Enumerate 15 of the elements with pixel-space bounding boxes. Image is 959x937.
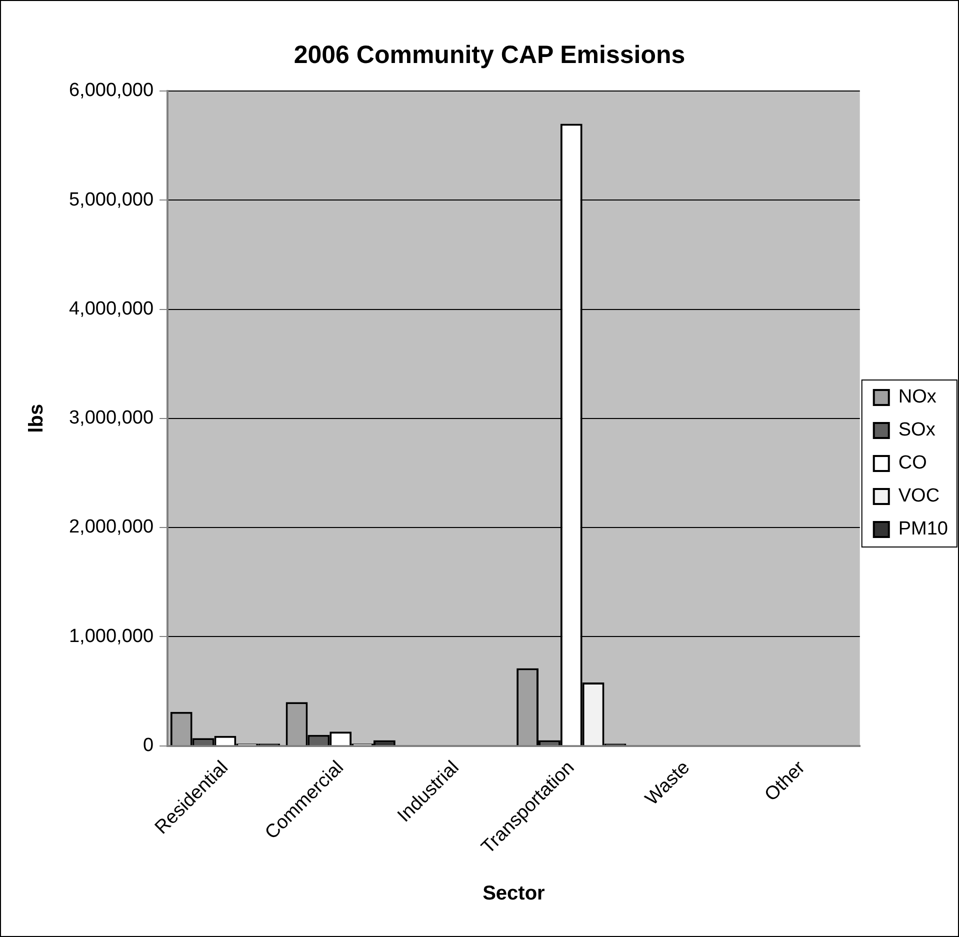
y-tick-label: 4,000,000 [68,298,154,320]
chart-title: 2006 Community CAP Emissions [294,40,686,69]
y-tick-label: 6,000,000 [68,80,154,102]
y-axis-title: lbs [26,404,48,433]
y-tick-label: 0 [142,734,154,756]
legend-label: PM10 [898,518,948,540]
y-tick-label: 1,000,000 [68,626,154,647]
legend-label: CO [898,452,927,474]
legend-label: NOx [898,386,937,408]
x-axis-title: Sector [482,882,546,905]
legend-label: VOC [898,486,940,507]
legend-label: SOx [898,420,936,441]
y-tick-label: 5,000,000 [68,189,154,210]
y-tick-label: 2,000,000 [68,516,154,538]
y-tick-label: 3,000,000 [68,408,154,429]
